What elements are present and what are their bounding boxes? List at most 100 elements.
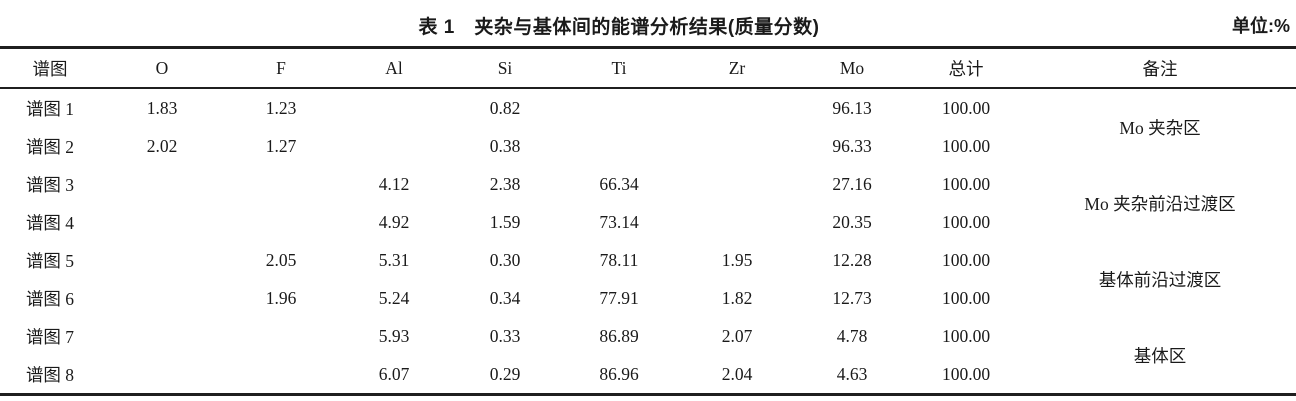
cell-Si: 0.29	[489, 363, 521, 384]
cell-Si: 0.34	[489, 287, 521, 308]
cell-Al	[338, 88, 450, 127]
column-header-Si: Si	[450, 47, 560, 89]
cell-Ti: 78.11	[599, 249, 639, 270]
row-label: 谱图 5	[25, 250, 75, 271]
cell-Si: 0.38	[489, 135, 521, 156]
cell-Zr: 1.82	[721, 287, 753, 308]
cell-Zr	[678, 203, 796, 241]
cell-Ti	[560, 127, 678, 165]
cell-O	[100, 203, 224, 241]
table-caption-row: 表 1 夹杂与基体间的能谱分析结果(质量分数) 单位:%	[0, 0, 1296, 46]
table-row: 谱图 6 1.96 5.24 0.34 77.91 1.82 12.73 100…	[0, 279, 1296, 317]
table-row: 谱图 7 5.93 0.33 86.89 2.07 4.78 100.00 基体…	[0, 317, 1296, 366]
row-label: 谱图 1	[25, 98, 75, 119]
cell-O	[100, 317, 224, 355]
column-header-F: F	[224, 47, 338, 89]
cell-Ti: 77.91	[599, 287, 639, 308]
cell-F: 1.27	[265, 135, 297, 156]
cell-Si: 2.38	[489, 173, 521, 194]
cell-O	[100, 279, 224, 317]
remark-cell: Mo 夹杂区	[1119, 117, 1201, 138]
cell-total: 100.00	[941, 325, 991, 346]
cell-Ti: 73.14	[599, 211, 639, 232]
column-header-remark: 备注	[1024, 47, 1296, 89]
column-header-Mo: Mo	[796, 47, 908, 89]
cell-O: 2.02	[146, 135, 178, 156]
cell-Si: 0.30	[489, 249, 521, 270]
cell-Al: 4.92	[378, 211, 410, 232]
table-row: 谱图 2 2.02 1.27 0.38 96.33 100.00	[0, 127, 1296, 165]
cell-total: 100.00	[941, 211, 991, 232]
cell-Si: 1.59	[489, 211, 521, 232]
cell-Mo: 20.35	[832, 211, 872, 232]
cell-Ti: 86.89	[599, 325, 639, 346]
cell-Ti: 66.34	[599, 173, 639, 194]
cell-Al: 5.93	[378, 325, 410, 346]
cell-total: 100.00	[941, 173, 991, 194]
cell-O	[100, 165, 224, 203]
table-row: 谱图 1 1.83 1.23 0.82 96.13 100.00 Mo 夹杂区	[0, 88, 1296, 138]
cell-F	[224, 317, 338, 355]
cell-Ti	[560, 88, 678, 127]
cell-O	[100, 355, 224, 395]
table-row: 谱图 4 4.92 1.59 73.14 20.35 100.00	[0, 203, 1296, 241]
cell-F	[224, 203, 338, 241]
cell-Zr: 2.07	[721, 325, 753, 346]
column-header-Ti: Ti	[560, 47, 678, 89]
cell-Mo: 12.73	[832, 287, 872, 308]
cell-F: 1.23	[265, 97, 297, 118]
column-header-Zr: Zr	[678, 47, 796, 89]
cell-F: 1.96	[265, 287, 297, 308]
cell-O	[100, 241, 224, 279]
cell-Al	[338, 127, 450, 165]
cell-F	[224, 165, 338, 203]
cell-Si: 0.82	[489, 97, 521, 118]
table-row: 谱图 5 2.05 5.31 0.30 78.11 1.95 12.28 100…	[0, 241, 1296, 290]
cell-Zr	[678, 165, 796, 203]
cell-Al: 5.31	[378, 249, 410, 270]
cell-O: 1.83	[146, 97, 178, 118]
remark-cell: 基体区	[1133, 345, 1187, 366]
cell-total: 100.00	[941, 363, 991, 384]
column-header-O: O	[100, 47, 224, 89]
column-header-total: 总计	[908, 47, 1024, 89]
cell-total: 100.00	[941, 97, 991, 118]
cell-total: 100.00	[941, 287, 991, 308]
column-header-Al: Al	[338, 47, 450, 89]
row-label: 谱图 6	[25, 288, 75, 309]
unit-label: 单位:%	[1232, 16, 1290, 36]
cell-Al: 5.24	[378, 287, 410, 308]
cell-Ti: 86.96	[599, 363, 639, 384]
cell-Mo: 27.16	[832, 173, 872, 194]
table-title: 表 1 夹杂与基体间的能谱分析结果(质量分数)	[418, 16, 820, 38]
cell-Mo: 12.28	[832, 249, 872, 270]
row-label: 谱图 2	[25, 136, 75, 157]
cell-Al: 6.07	[378, 363, 410, 384]
row-label: 谱图 7	[25, 326, 75, 347]
remark-cell: Mo 夹杂前沿过渡区	[1084, 193, 1236, 214]
cell-Mo: 96.13	[832, 97, 872, 118]
energy-spectrum-table: 谱图 O F Al Si Ti Zr Mo 总计 备注 谱图 1 1.83 1.…	[0, 46, 1296, 396]
cell-Zr: 2.04	[721, 363, 753, 384]
cell-Si: 0.33	[489, 325, 521, 346]
remark-cell: 基体前沿过渡区	[1098, 269, 1222, 290]
column-header-spectrum: 谱图	[0, 47, 100, 89]
row-label: 谱图 3	[25, 174, 75, 195]
cell-F	[224, 355, 338, 395]
table-row: 谱图 8 6.07 0.29 86.96 2.04 4.63 100.00	[0, 355, 1296, 395]
header-row: 谱图 O F Al Si Ti Zr Mo 总计 备注	[0, 47, 1296, 89]
cell-Mo: 96.33	[832, 135, 872, 156]
cell-F: 2.05	[265, 249, 297, 270]
cell-total: 100.00	[941, 249, 991, 270]
cell-Zr	[678, 127, 796, 165]
cell-Mo: 4.78	[836, 325, 868, 346]
row-label: 谱图 4	[25, 212, 75, 233]
cell-Al: 4.12	[378, 173, 410, 194]
cell-Zr: 1.95	[721, 249, 753, 270]
cell-Mo: 4.63	[836, 363, 868, 384]
cell-total: 100.00	[941, 135, 991, 156]
cell-Zr	[678, 88, 796, 127]
row-label: 谱图 8	[25, 364, 75, 385]
table-row: 谱图 3 4.12 2.38 66.34 27.16 100.00 Mo 夹杂前…	[0, 165, 1296, 214]
